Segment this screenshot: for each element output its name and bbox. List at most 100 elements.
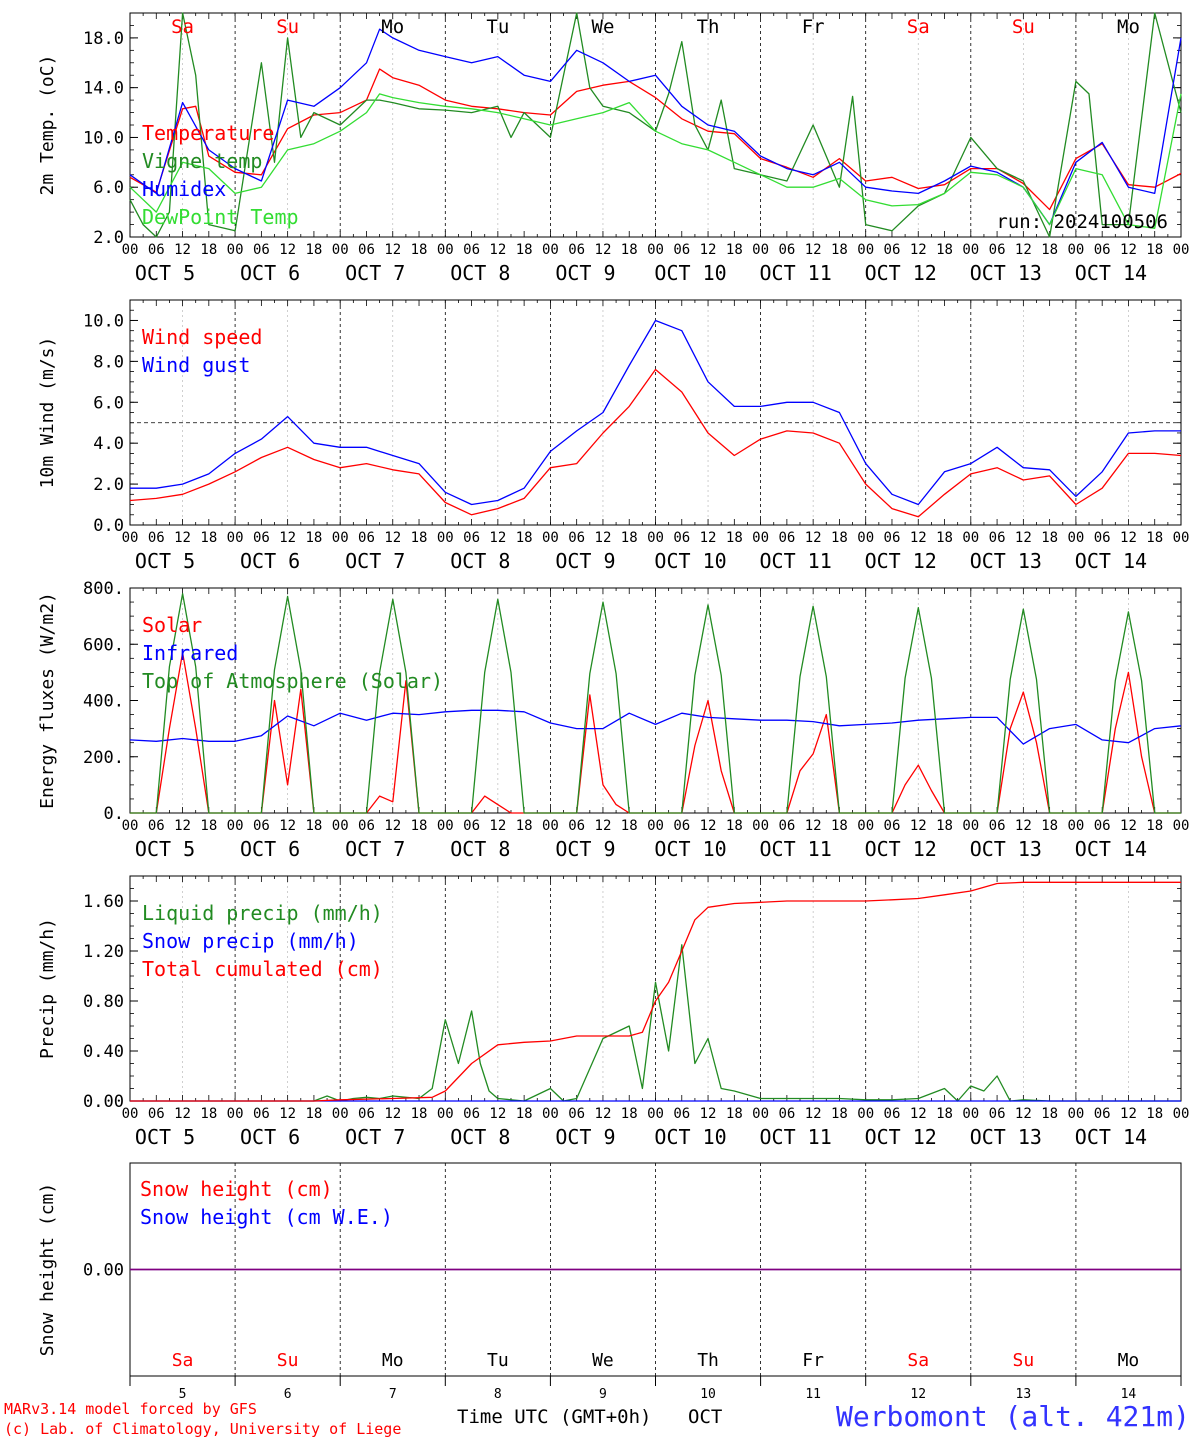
hour-tick-label: 18 xyxy=(936,242,953,258)
hour-tick-label: 12 xyxy=(1120,1106,1137,1122)
hour-tick-label: 00 xyxy=(1173,1106,1190,1122)
hour-tick-label: 12 xyxy=(805,530,822,546)
hour-tick-label: 12 xyxy=(910,242,927,258)
y-tick-label: 400. xyxy=(83,692,124,712)
hour-tick-label: 00 xyxy=(1067,818,1084,834)
weekday-label: Su xyxy=(1013,1350,1035,1371)
hour-tick-label: 18 xyxy=(305,242,322,258)
hour-tick-label: 00 xyxy=(332,1106,349,1122)
hour-tick-label: 12 xyxy=(384,818,401,834)
hour-tick-label: 06 xyxy=(673,242,690,258)
hour-tick-label: 00 xyxy=(122,530,139,546)
y-tick-label: 10.0 xyxy=(83,128,124,148)
hour-tick-label: 00 xyxy=(1173,530,1190,546)
weekday-label: Fr xyxy=(802,1350,824,1371)
hour-tick-label: 00 xyxy=(752,818,769,834)
date-label: OCT 8 xyxy=(450,261,510,285)
date-label: OCT 10 xyxy=(654,549,726,573)
hour-tick-label: 00 xyxy=(227,1106,244,1122)
hour-tick-label: 00 xyxy=(752,1106,769,1122)
hour-tick-label: 12 xyxy=(700,242,717,258)
hour-tick-label: 00 xyxy=(1173,818,1190,834)
hour-tick-label: 12 xyxy=(489,242,506,258)
date-label: OCT 11 xyxy=(760,261,832,285)
hour-tick-label: 12 xyxy=(1015,818,1032,834)
hour-tick-label: 00 xyxy=(227,818,244,834)
date-label: OCT 8 xyxy=(450,1125,510,1149)
series-line-total-cumulated-cm- xyxy=(130,881,1181,1102)
hour-tick-label: 18 xyxy=(1146,530,1163,546)
hour-tick-label: 00 xyxy=(542,1106,559,1122)
weekday-label: Su xyxy=(276,16,299,38)
weekday-label: Su xyxy=(277,1350,299,1371)
hour-tick-label: 00 xyxy=(437,818,454,834)
legend-entry: Wind gust xyxy=(142,353,250,377)
hour-tick-label: 12 xyxy=(805,818,822,834)
legend-entry: Top of Atmosphere (Solar) xyxy=(142,669,443,693)
hour-tick-label: 06 xyxy=(358,1106,375,1122)
hour-tick-label: 12 xyxy=(700,530,717,546)
hour-tick-label: 12 xyxy=(489,1106,506,1122)
series-line-liquid-precip-mm-h- xyxy=(130,944,1181,1102)
hour-tick-label: 06 xyxy=(778,1106,795,1122)
weekday-label: Sa xyxy=(171,16,194,38)
weekday-label: Mo xyxy=(382,1350,404,1371)
date-label: OCT 12 xyxy=(865,837,937,861)
y-tick-label: 0. xyxy=(104,804,124,824)
hour-tick-label: 06 xyxy=(463,242,480,258)
date-label: OCT 5 xyxy=(135,1125,195,1149)
hour-tick-label: 06 xyxy=(253,1106,270,1122)
hour-tick-label: 12 xyxy=(1120,818,1137,834)
hour-tick-label: 18 xyxy=(831,242,848,258)
hour-tick-label: 12 xyxy=(1015,1106,1032,1122)
hour-tick-label: 00 xyxy=(752,530,769,546)
hour-tick-label: 12 xyxy=(384,242,401,258)
hour-tick-label: 18 xyxy=(305,818,322,834)
y-axis-label: 2m Temp. (oC) xyxy=(37,55,58,196)
hour-tick-label: 18 xyxy=(516,530,533,546)
hour-tick-label: 18 xyxy=(200,242,217,258)
date-label: OCT 9 xyxy=(555,1125,615,1149)
panel-energy: 0. 200. 400. 600. 800. Energy fluxes (W/m2) 00… xyxy=(37,579,1189,861)
y-tick-label: 0.00 xyxy=(83,1092,124,1112)
hour-tick-label: 06 xyxy=(253,530,270,546)
hour-tick-label: 00 xyxy=(437,242,454,258)
hour-tick-label: 00 xyxy=(752,242,769,258)
weekday-label: Tu xyxy=(486,16,509,38)
hour-tick-label: 06 xyxy=(568,242,585,258)
hour-tick-label: 18 xyxy=(1041,1106,1058,1122)
date-label: OCT 10 xyxy=(654,1125,726,1149)
hour-tick-label: 12 xyxy=(279,818,296,834)
hour-tick-label: 18 xyxy=(831,530,848,546)
y-tick-label: 10.0 xyxy=(83,311,124,331)
date-label: OCT 9 xyxy=(555,261,615,285)
run-label: run: 2024100506 xyxy=(996,211,1168,233)
hour-tick-label: 06 xyxy=(778,242,795,258)
weekday-label: Fr xyxy=(802,16,825,38)
date-label: OCT 9 xyxy=(555,549,615,573)
hour-tick-label: 12 xyxy=(1120,242,1137,258)
hour-tick-label: 18 xyxy=(936,1106,953,1122)
date-label: OCT 10 xyxy=(654,837,726,861)
date-label: OCT 5 xyxy=(135,837,195,861)
hour-tick-label: 06 xyxy=(568,818,585,834)
hour-tick-label: 00 xyxy=(332,530,349,546)
hour-tick-label: 18 xyxy=(411,818,428,834)
date-label: OCT 6 xyxy=(240,1125,300,1149)
hour-tick-label: 12 xyxy=(910,530,927,546)
x-axis-title: Time UTC (GMT+0h) xyxy=(457,1406,651,1428)
hour-tick-label: 18 xyxy=(1146,1106,1163,1122)
hour-tick-label: 06 xyxy=(463,818,480,834)
hour-tick-label: 06 xyxy=(463,530,480,546)
legend-entry: Temperature xyxy=(142,121,274,145)
legend-entry: Wind speed xyxy=(142,325,262,349)
hour-tick-label: 12 xyxy=(489,818,506,834)
hour-tick-label: 00 xyxy=(1067,242,1084,258)
date-label: OCT 13 xyxy=(970,261,1042,285)
hour-tick-label: 00 xyxy=(227,530,244,546)
date-label: OCT 14 xyxy=(1075,837,1147,861)
hour-tick-label: 18 xyxy=(621,818,638,834)
hour-tick-label: 18 xyxy=(621,530,638,546)
hour-tick-label: 12 xyxy=(595,818,612,834)
y-tick-label: 200. xyxy=(83,748,124,768)
